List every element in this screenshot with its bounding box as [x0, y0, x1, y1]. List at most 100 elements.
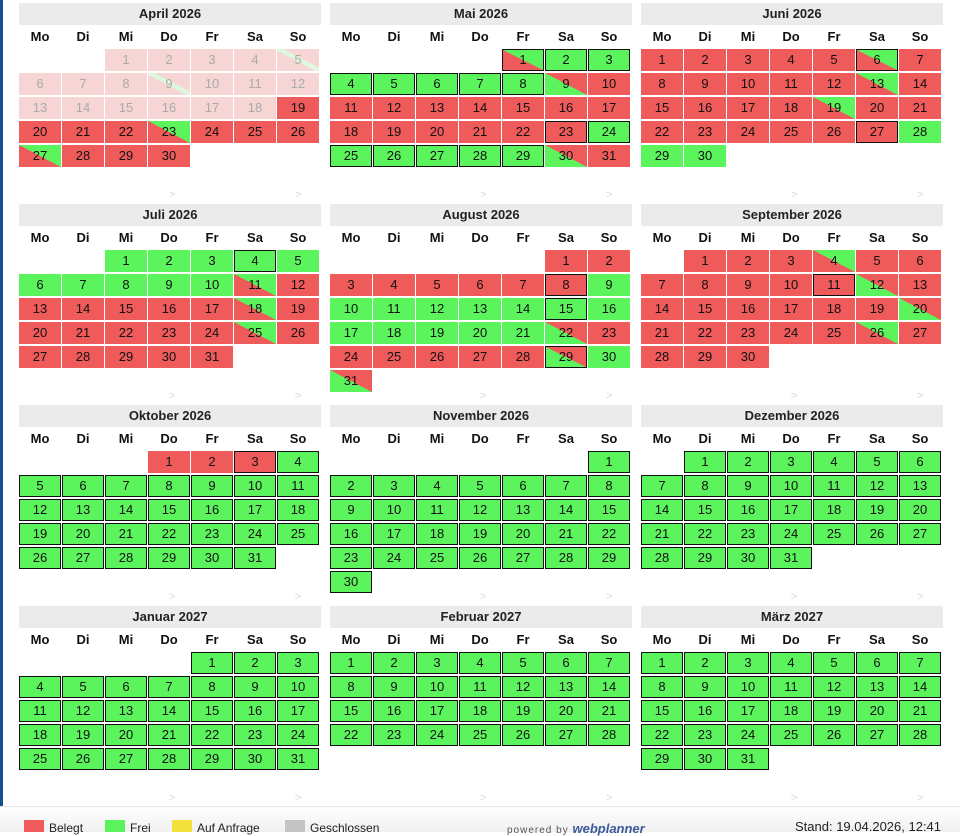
nav-arrow-icon[interactable]: >: [791, 591, 798, 603]
day-cell[interactable]: 20: [19, 322, 61, 344]
day-cell[interactable]: 15: [641, 97, 683, 119]
day-cell[interactable]: 21: [641, 322, 683, 344]
day-cell[interactable]: 27: [62, 547, 104, 569]
day-cell[interactable]: 29: [684, 547, 726, 569]
day-cell[interactable]: 12: [856, 274, 898, 296]
day-cell[interactable]: 2: [727, 250, 769, 272]
day-cell[interactable]: 4: [770, 49, 812, 71]
day-cell[interactable]: 23: [727, 523, 769, 545]
day-cell[interactable]: 26: [416, 346, 458, 368]
nav-arrow-icon[interactable]: >: [791, 189, 798, 201]
day-cell[interactable]: 3: [330, 274, 372, 296]
day-cell[interactable]: 15: [330, 700, 372, 722]
day-cell[interactable]: 19: [19, 523, 61, 545]
day-cell[interactable]: 26: [813, 724, 855, 746]
day-cell[interactable]: 12: [19, 499, 61, 521]
day-cell[interactable]: 19: [813, 700, 855, 722]
day-cell[interactable]: 25: [770, 724, 812, 746]
day-cell[interactable]: 22: [105, 121, 147, 143]
day-cell[interactable]: 24: [770, 322, 812, 344]
day-cell[interactable]: 11: [277, 475, 319, 497]
day-cell[interactable]: 21: [588, 700, 630, 722]
day-cell[interactable]: 21: [62, 121, 104, 143]
day-cell[interactable]: 23: [545, 121, 587, 143]
day-cell[interactable]: 22: [545, 322, 587, 344]
day-cell[interactable]: 11: [813, 274, 855, 296]
day-cell[interactable]: 9: [148, 274, 190, 296]
day-cell[interactable]: 19: [277, 298, 319, 320]
day-cell[interactable]: 1: [588, 451, 630, 473]
day-cell[interactable]: 1: [330, 652, 372, 674]
day-cell[interactable]: 7: [459, 73, 501, 95]
day-cell[interactable]: 27: [459, 346, 501, 368]
day-cell[interactable]: 11: [19, 700, 61, 722]
day-cell[interactable]: 8: [330, 676, 372, 698]
day-cell[interactable]: 9: [727, 274, 769, 296]
day-cell[interactable]: 11: [373, 298, 415, 320]
nav-arrow-icon[interactable]: >: [917, 390, 924, 402]
day-cell[interactable]: 21: [62, 322, 104, 344]
day-cell[interactable]: 14: [899, 676, 941, 698]
day-cell[interactable]: 31: [277, 748, 319, 770]
day-cell[interactable]: 11: [770, 73, 812, 95]
day-cell[interactable]: 2: [234, 652, 276, 674]
day-cell[interactable]: 23: [191, 523, 233, 545]
day-cell[interactable]: 10: [727, 73, 769, 95]
day-cell[interactable]: 5: [19, 475, 61, 497]
day-cell[interactable]: 28: [545, 547, 587, 569]
day-cell[interactable]: 26: [502, 724, 544, 746]
nav-arrow-icon[interactable]: >: [791, 792, 798, 804]
day-cell[interactable]: 13: [19, 298, 61, 320]
day-cell[interactable]: 27: [19, 346, 61, 368]
nav-arrow-icon[interactable]: >: [606, 390, 613, 402]
day-cell[interactable]: 22: [148, 523, 190, 545]
day-cell[interactable]: 16: [373, 700, 415, 722]
day-cell[interactable]: 23: [234, 724, 276, 746]
day-cell[interactable]: 13: [416, 97, 458, 119]
day-cell[interactable]: 24: [234, 523, 276, 545]
day-cell[interactable]: 8: [148, 475, 190, 497]
day-cell[interactable]: 10: [770, 475, 812, 497]
day-cell[interactable]: 10: [277, 676, 319, 698]
day-cell[interactable]: 6: [19, 274, 61, 296]
day-cell[interactable]: 16: [684, 97, 726, 119]
day-cell[interactable]: 1: [105, 250, 147, 272]
day-cell[interactable]: 22: [191, 724, 233, 746]
day-cell[interactable]: 21: [459, 121, 501, 143]
day-cell[interactable]: 24: [727, 724, 769, 746]
day-cell[interactable]: 15: [502, 97, 544, 119]
day-cell[interactable]: 21: [545, 523, 587, 545]
day-cell[interactable]: 16: [191, 499, 233, 521]
nav-arrow-icon[interactable]: >: [791, 390, 798, 402]
day-cell[interactable]: 19: [502, 700, 544, 722]
day-cell[interactable]: 9: [684, 73, 726, 95]
day-cell[interactable]: 31: [330, 370, 372, 392]
day-cell[interactable]: 10: [770, 274, 812, 296]
day-cell[interactable]: 20: [856, 700, 898, 722]
day-cell[interactable]: 24: [277, 724, 319, 746]
day-cell[interactable]: 20: [19, 121, 61, 143]
day-cell[interactable]: 19: [62, 724, 104, 746]
day-cell[interactable]: 22: [330, 724, 372, 746]
day-cell[interactable]: 27: [899, 322, 941, 344]
day-cell[interactable]: 27: [19, 145, 61, 167]
day-cell[interactable]: 29: [684, 346, 726, 368]
day-cell[interactable]: 9: [545, 73, 587, 95]
day-cell[interactable]: 14: [148, 700, 190, 722]
day-cell[interactable]: 15: [545, 298, 587, 320]
day-cell[interactable]: 30: [684, 748, 726, 770]
day-cell[interactable]: 6: [416, 73, 458, 95]
day-cell[interactable]: 29: [641, 748, 683, 770]
day-cell[interactable]: 12: [416, 298, 458, 320]
day-cell[interactable]: 25: [234, 121, 276, 143]
day-cell[interactable]: 7: [148, 676, 190, 698]
day-cell[interactable]: 14: [62, 298, 104, 320]
day-cell[interactable]: 11: [770, 676, 812, 698]
day-cell[interactable]: 24: [373, 547, 415, 569]
day-cell[interactable]: 4: [813, 250, 855, 272]
day-cell[interactable]: 31: [191, 346, 233, 368]
day-cell[interactable]: 15: [191, 700, 233, 722]
day-cell[interactable]: 6: [899, 250, 941, 272]
day-cell[interactable]: 18: [459, 700, 501, 722]
day-cell[interactable]: 29: [105, 145, 147, 167]
